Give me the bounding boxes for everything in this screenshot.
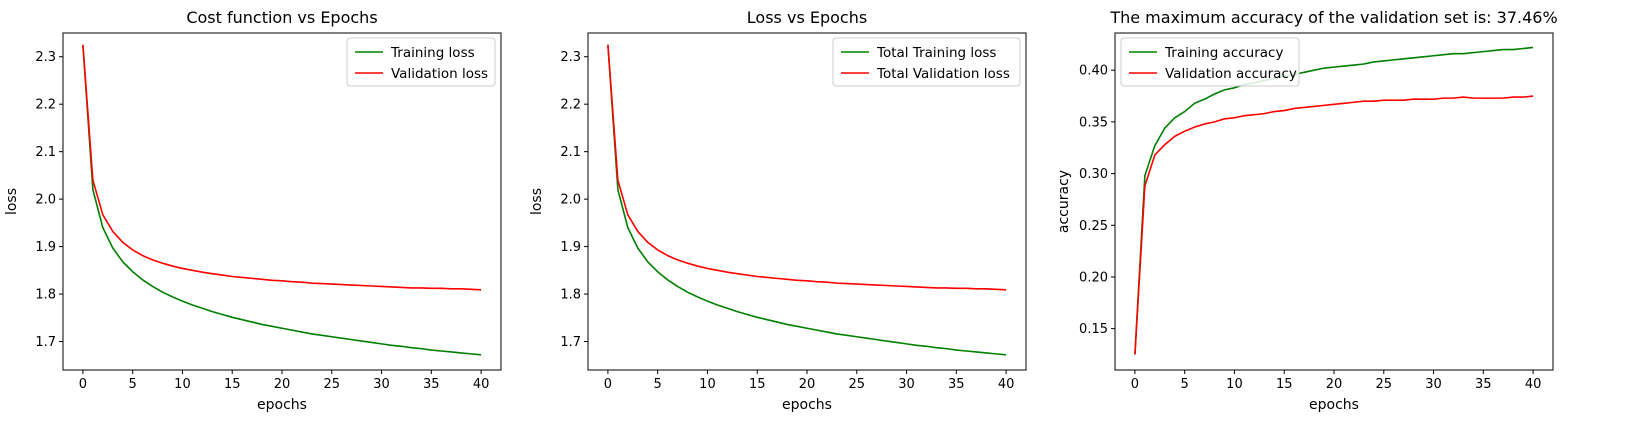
series-line-2 (1134, 95, 1534, 355)
y-tick-label: 2.2 (560, 98, 581, 113)
x-tick-label: 25 (848, 377, 865, 392)
y-tick-label: 1.8 (560, 288, 581, 303)
y-tick-label: 2.0 (35, 193, 56, 208)
series-line-2 (82, 44, 482, 291)
legend: Training loss Validation loss (346, 37, 496, 87)
y-tick-label: 2.1 (35, 145, 56, 160)
y-tick-label: 0.15 (1079, 322, 1108, 337)
series-line-1 (607, 44, 1007, 356)
x-tick-label: 0 (604, 377, 612, 392)
x-tick-label: 35 (948, 377, 965, 392)
x-tick-label: 5 (129, 377, 137, 392)
x-axis-label: epochs (257, 397, 307, 413)
x-tick-label: 25 (1375, 377, 1392, 392)
legend-label-1: Total Training loss (876, 45, 996, 61)
x-tick-label: 35 (423, 377, 440, 392)
y-axis-label: loss (529, 188, 545, 215)
x-tick-label: 0 (79, 377, 87, 392)
y-tick-label: 2.3 (35, 50, 56, 65)
y-tick-label: 0.35 (1079, 115, 1108, 130)
legend: Total Training loss Total Validation loss (832, 37, 1021, 87)
y-tick-label: 0.40 (1079, 64, 1108, 79)
y-tick-label: 1.9 (560, 240, 581, 255)
series-line-1 (1134, 46, 1534, 355)
y-axis-label: loss (4, 188, 20, 215)
chart-title: The maximum accuracy of the validation s… (1109, 8, 1557, 27)
legend-label-2: Validation loss (391, 66, 488, 82)
y-tick-label: 0.25 (1079, 219, 1108, 234)
x-tick-label: 40 (473, 377, 490, 392)
legend-box (1120, 37, 1300, 87)
legend-label-1: Training loss (390, 45, 475, 61)
chart-3: 0 5 10 15 20 25 30 35 40 0.15 0.20 0.25 0.30 0.35 0.40… (1056, 8, 1558, 413)
x-tick-label: 30 (898, 377, 915, 392)
x-tick-label: 15 (224, 377, 241, 392)
chart-title: Loss vs Epochs (747, 8, 867, 27)
x-tick-label: 10 (699, 377, 716, 392)
series-line-2 (607, 44, 1007, 291)
series-line-1 (82, 44, 482, 356)
x-tick-label: 5 (654, 377, 662, 392)
y-tick-label: 1.7 (560, 335, 581, 350)
x-tick-label: 25 (323, 377, 340, 392)
legend: Training accuracy Validation accuracy (1120, 37, 1300, 87)
legend-label-2: Validation accuracy (1165, 66, 1297, 82)
legend-box (346, 37, 496, 87)
x-tick-label: 5 (1181, 377, 1189, 392)
chart-title: Cost function vs Epochs (186, 8, 377, 27)
x-tick-label: 40 (998, 377, 1015, 392)
legend-label-1: Training accuracy (1164, 45, 1283, 61)
x-axis-label: epochs (782, 397, 832, 413)
chart-2: 0 5 10 15 20 25 30 35 40 1.7 1.8 1.9 2.0 2.1 2.2 2.3 Los… (529, 8, 1027, 413)
x-axis-label: epochs (1309, 397, 1359, 413)
y-tick-label: 2.1 (560, 145, 581, 160)
y-tick-label: 0.30 (1079, 167, 1108, 182)
x-tick-label: 40 (1525, 377, 1542, 392)
x-tick-label: 35 (1475, 377, 1492, 392)
chart-1: 0 5 10 15 20 25 30 35 40 1.7 1.8 1.9 2.0 2.1 2.2 2.3 Cos… (4, 8, 502, 413)
x-tick-label: 0 (1131, 377, 1139, 392)
x-tick-label: 10 (1226, 377, 1243, 392)
x-tick-label: 20 (799, 377, 816, 392)
y-tick-label: 1.9 (35, 240, 56, 255)
y-tick-label: 2.0 (560, 193, 581, 208)
x-tick-label: 15 (1276, 377, 1293, 392)
x-tick-label: 10 (174, 377, 191, 392)
y-axis-label: accuracy (1056, 170, 1072, 233)
x-tick-label: 20 (1326, 377, 1343, 392)
legend-box (832, 37, 1021, 87)
y-tick-label: 2.3 (560, 50, 581, 65)
x-tick-label: 15 (749, 377, 766, 392)
x-tick-label: 30 (1425, 377, 1442, 392)
x-tick-label: 30 (373, 377, 390, 392)
y-tick-label: 1.7 (35, 335, 56, 350)
y-tick-label: 0.20 (1079, 270, 1108, 285)
y-tick-label: 1.8 (35, 288, 56, 303)
y-tick-label: 2.2 (35, 98, 56, 113)
x-tick-label: 20 (274, 377, 291, 392)
legend-label-2: Total Validation loss (876, 66, 1010, 82)
